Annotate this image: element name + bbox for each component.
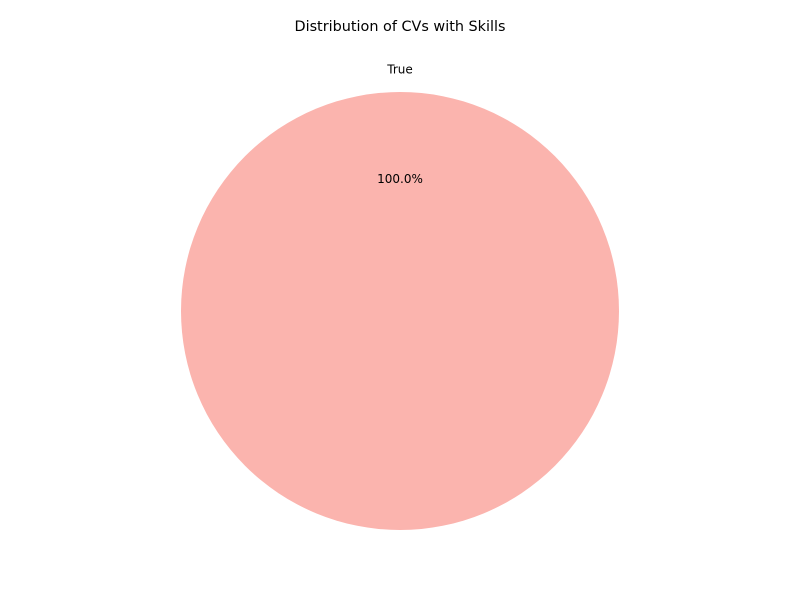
pie-slice-true: [181, 92, 619, 530]
pie-category-label: True: [386, 63, 413, 77]
chart-title: Distribution of CVs with Skills: [294, 19, 505, 35]
pie-slices: [181, 92, 619, 530]
pie-labels: 100.0% True: [377, 63, 423, 187]
pie-percent-label: 100.0%: [377, 172, 423, 186]
